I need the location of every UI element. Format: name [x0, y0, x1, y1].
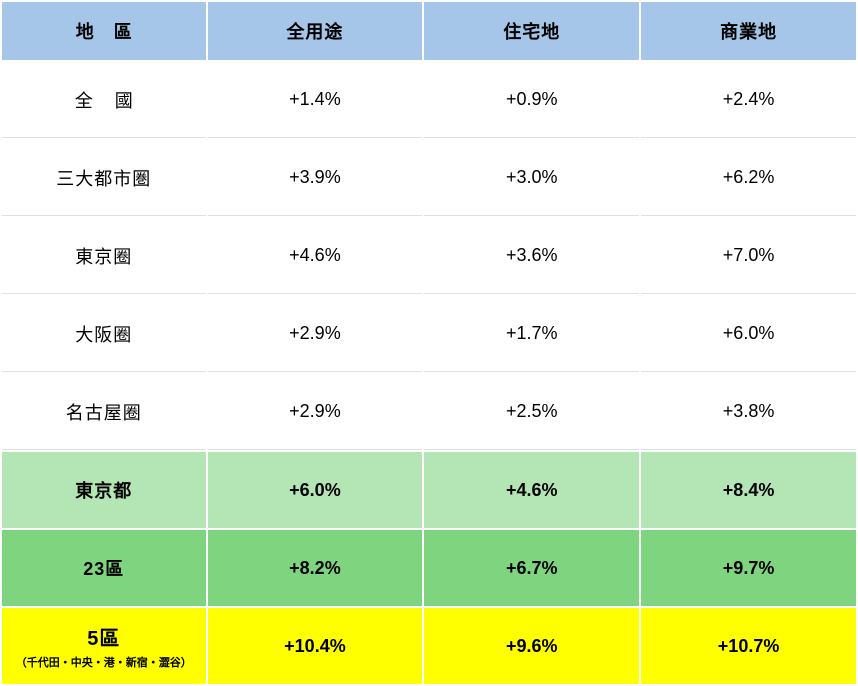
cell-commercial: +10.7%	[641, 608, 856, 684]
table-row: 三大都市圏 +3.9% +3.0% +6.2%	[2, 140, 856, 216]
cell-residential: +3.0%	[424, 140, 639, 216]
table-row: 全國 +1.4% +0.9% +2.4%	[2, 62, 856, 138]
table-row: 名古屋圈 +2.9% +2.5% +3.8%	[2, 374, 856, 450]
cell-all-use: +10.4%	[208, 608, 423, 684]
table-row-highlight: 5區 （千代田・中央・港・新宿・澀谷） +10.4% +9.6% +10.7%	[2, 608, 856, 684]
cell-residential: +9.6%	[424, 608, 639, 684]
col-header-commercial: 商業地	[641, 2, 856, 60]
cell-all-use: +6.0%	[208, 452, 423, 528]
cell-commercial: +2.4%	[641, 62, 856, 138]
col-header-residential: 住宅地	[424, 2, 639, 60]
col-header-all-use: 全用途	[208, 2, 423, 60]
cell-region: 東京圈	[2, 218, 206, 294]
cell-region: 三大都市圏	[2, 140, 206, 216]
cell-all-use: +2.9%	[208, 374, 423, 450]
land-price-table: 地區 全用途 住宅地 商業地 全國 +1.4% +0.9% +2.4% 三大都市…	[0, 0, 858, 686]
cell-all-use: +3.9%	[208, 140, 423, 216]
cell-region: 全國	[2, 62, 206, 138]
cell-residential: +4.6%	[424, 452, 639, 528]
cell-region: 5區 （千代田・中央・港・新宿・澀谷）	[2, 608, 206, 684]
cell-all-use: +2.9%	[208, 296, 423, 372]
cell-commercial: +6.2%	[641, 140, 856, 216]
cell-region: 23區	[2, 530, 206, 606]
region-main-label: 5區	[2, 622, 206, 651]
cell-commercial: +8.4%	[641, 452, 856, 528]
table-row-highlight: 23區 +8.2% +6.7% +9.7%	[2, 530, 856, 606]
cell-commercial: +9.7%	[641, 530, 856, 606]
cell-region: 大阪圈	[2, 296, 206, 372]
table-header-row: 地區 全用途 住宅地 商業地	[2, 2, 856, 60]
table-row: 東京圈 +4.6% +3.6% +7.0%	[2, 218, 856, 294]
cell-commercial: +3.8%	[641, 374, 856, 450]
cell-commercial: +7.0%	[641, 218, 856, 294]
col-header-region: 地區	[2, 2, 206, 60]
cell-commercial: +6.0%	[641, 296, 856, 372]
table-row: 大阪圈 +2.9% +1.7% +6.0%	[2, 296, 856, 372]
table-row-highlight: 東京都 +6.0% +4.6% +8.4%	[2, 452, 856, 528]
cell-residential: +1.7%	[424, 296, 639, 372]
cell-residential: +2.5%	[424, 374, 639, 450]
cell-all-use: +8.2%	[208, 530, 423, 606]
cell-residential: +3.6%	[424, 218, 639, 294]
region-sub-label: （千代田・中央・港・新宿・澀谷）	[2, 654, 206, 670]
cell-residential: +0.9%	[424, 62, 639, 138]
cell-region: 名古屋圈	[2, 374, 206, 450]
cell-residential: +6.7%	[424, 530, 639, 606]
cell-region: 東京都	[2, 452, 206, 528]
cell-all-use: +4.6%	[208, 218, 423, 294]
cell-all-use: +1.4%	[208, 62, 423, 138]
